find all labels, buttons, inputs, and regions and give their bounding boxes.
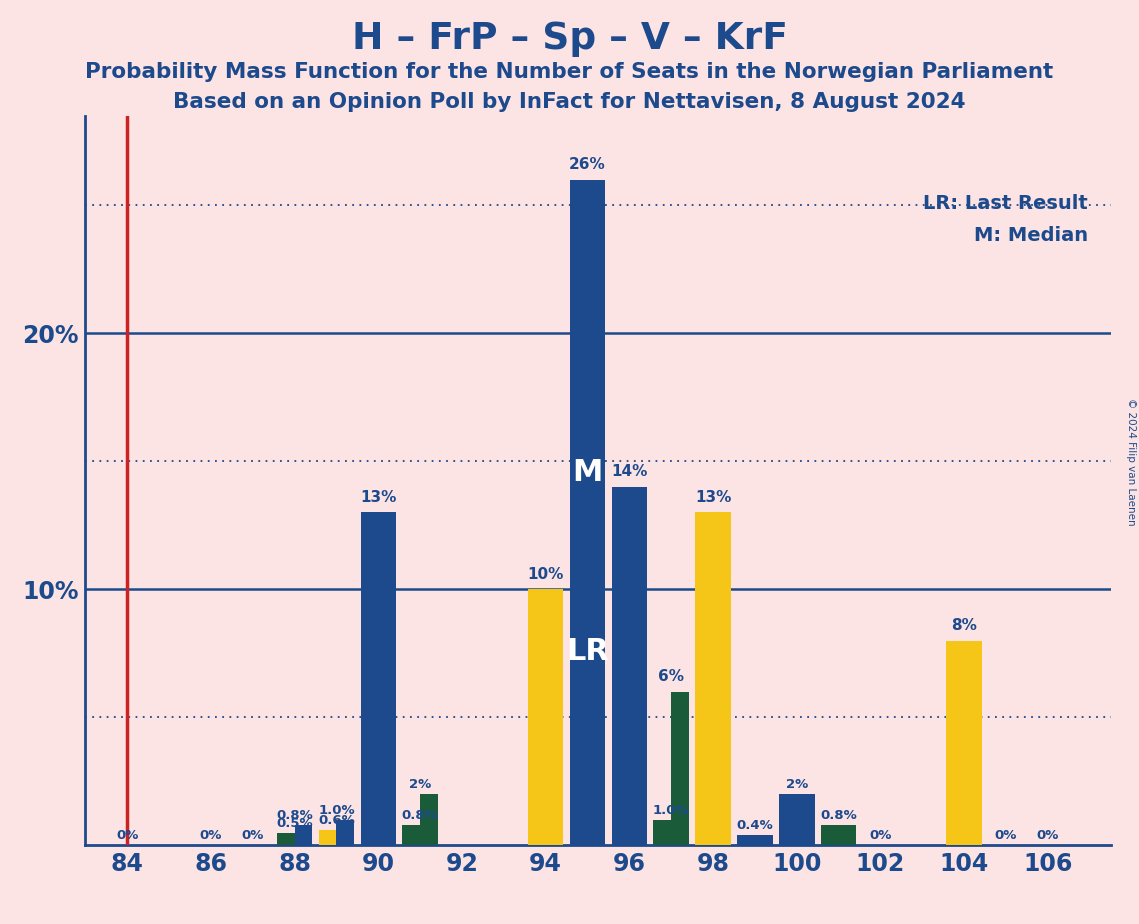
Bar <box>821 825 857 845</box>
Text: 13%: 13% <box>695 490 731 505</box>
Text: Probability Mass Function for the Number of Seats in the Norwegian Parliament: Probability Mass Function for the Number… <box>85 62 1054 82</box>
Bar <box>612 487 647 845</box>
Text: 0%: 0% <box>1036 830 1059 843</box>
Text: 0%: 0% <box>994 830 1017 843</box>
Text: 2%: 2% <box>409 778 432 791</box>
Bar <box>947 640 982 845</box>
Text: 26%: 26% <box>570 157 606 172</box>
Text: 14%: 14% <box>612 464 648 480</box>
Text: LR: LR <box>566 638 609 666</box>
Text: 0%: 0% <box>869 830 892 843</box>
Text: LR: Last Result: LR: Last Result <box>923 194 1088 213</box>
Text: M: Median: M: Median <box>974 226 1088 246</box>
Bar <box>671 692 689 845</box>
Text: H – FrP – Sp – V – KrF: H – FrP – Sp – V – KrF <box>352 21 787 57</box>
Text: 2%: 2% <box>786 778 808 791</box>
Text: 0.8%: 0.8% <box>820 808 857 821</box>
Text: 0.5%: 0.5% <box>277 817 313 830</box>
Text: 1.0%: 1.0% <box>653 804 689 817</box>
Text: Based on an Opinion Poll by InFact for Nettavisen, 8 August 2024: Based on an Opinion Poll by InFact for N… <box>173 92 966 113</box>
Text: 10%: 10% <box>527 566 564 581</box>
Bar <box>695 513 731 845</box>
Bar <box>737 835 772 845</box>
Bar <box>402 825 420 845</box>
Text: 0%: 0% <box>199 830 222 843</box>
Text: 6%: 6% <box>658 669 685 684</box>
Bar <box>779 795 814 845</box>
Bar <box>361 513 396 845</box>
Text: 0.8%: 0.8% <box>402 808 439 821</box>
Bar <box>295 825 312 845</box>
Bar <box>654 820 671 845</box>
Bar <box>336 820 354 845</box>
Text: 0%: 0% <box>116 830 139 843</box>
Text: 0.8%: 0.8% <box>277 808 313 821</box>
Text: 0.6%: 0.6% <box>318 814 355 827</box>
Bar <box>319 830 336 845</box>
Text: 0%: 0% <box>241 830 264 843</box>
Text: 0.4%: 0.4% <box>737 820 773 833</box>
Bar <box>570 179 605 845</box>
Bar <box>277 833 295 845</box>
Text: 13%: 13% <box>360 490 396 505</box>
Text: M: M <box>572 458 603 487</box>
Text: 8%: 8% <box>951 618 977 633</box>
Text: 1.0%: 1.0% <box>318 804 354 817</box>
Bar <box>527 590 564 845</box>
Text: © 2024 Filip van Laenen: © 2024 Filip van Laenen <box>1126 398 1136 526</box>
Bar <box>420 795 437 845</box>
